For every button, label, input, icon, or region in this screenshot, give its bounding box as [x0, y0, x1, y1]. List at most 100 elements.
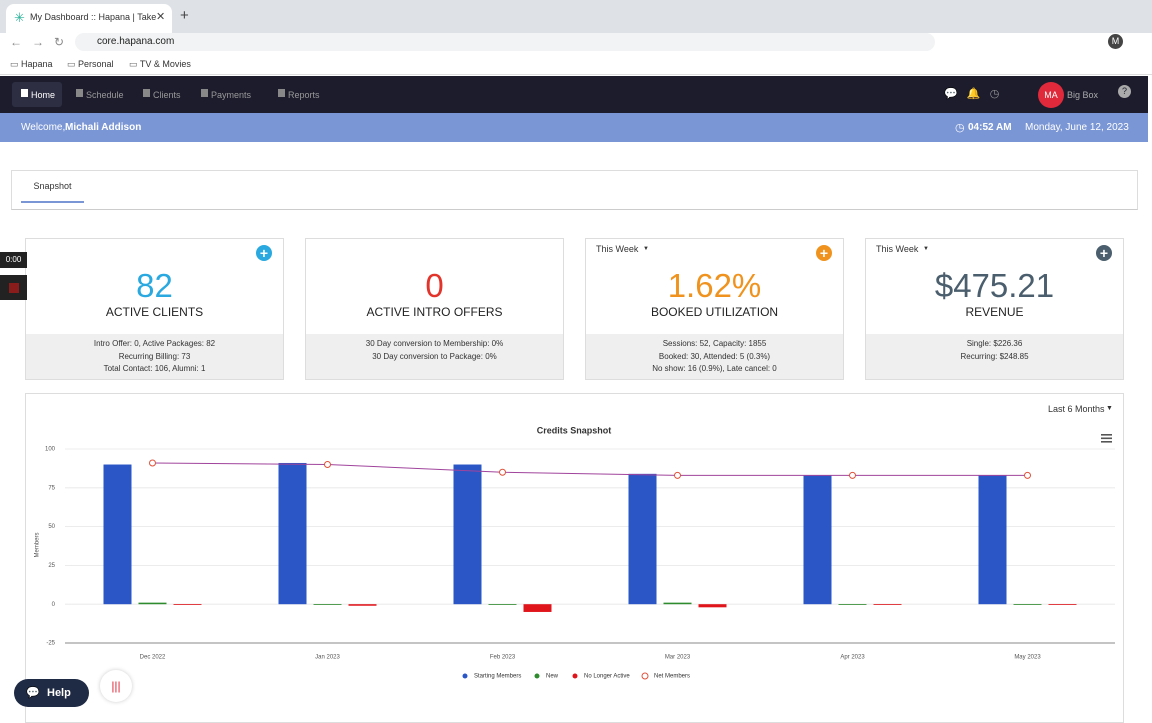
legend-label: No Longer Active	[584, 674, 630, 680]
bookmark[interactable]: ▭ Personal	[67, 59, 114, 69]
bar	[663, 602, 692, 605]
snapshot-tab[interactable]: Snapshot	[21, 171, 84, 203]
bar	[313, 604, 342, 605]
account[interactable]: Big Box	[1067, 90, 1099, 100]
nav-bar: MA Big Box 💬 🔔 ◷ ? Home Schedule Clients Pa…	[0, 76, 1148, 113]
nav-icon	[76, 89, 83, 97]
x-tick-label: Jan 2023	[315, 655, 340, 661]
nav-item[interactable]: Clients	[153, 90, 181, 100]
greeting: Welcome,	[21, 122, 66, 133]
card-label: ACTIVE CLIENTS	[105, 305, 204, 319]
chart: Credits Snapshot Members -25 0 25 50 75 100 De…	[35, 425, 1115, 680]
line-marker	[324, 461, 331, 469]
bar	[453, 464, 482, 605]
legend-label: Net Members	[654, 674, 690, 680]
bar	[523, 604, 552, 612]
card-footer	[866, 334, 1123, 379]
bar	[838, 604, 867, 605]
y-axis-label: Members	[35, 532, 41, 557]
nav-icon	[278, 89, 285, 97]
line-marker	[149, 459, 156, 467]
bar	[488, 604, 517, 605]
bookmark[interactable]: ▭ TV & Movies	[129, 59, 191, 69]
card-value: 82	[136, 267, 173, 304]
y-tick-label: -25	[46, 641, 55, 647]
card-detail: Recurring Billing: 73	[118, 351, 191, 361]
stat-card: This Week ▼ + $475.21 REVENUE Single: $226.36…	[865, 238, 1124, 380]
barcode-button[interactable]: |||	[100, 670, 132, 702]
address-row: ← → ↻ core.hapana.com M	[0, 33, 1152, 55]
legend-label: Starting Members	[474, 674, 521, 680]
x-tick-label: May 2023	[1014, 655, 1041, 661]
y-tick-label: 25	[48, 563, 55, 569]
line-marker	[849, 471, 856, 479]
profile[interactable]: M	[1108, 34, 1123, 49]
card-detail: Sessions: 52, Capacity: 1855	[662, 339, 767, 348]
nav-icon	[21, 89, 28, 97]
bar	[1013, 604, 1042, 605]
add-button[interactable]: +	[816, 245, 832, 261]
add-button[interactable]: +	[256, 245, 272, 261]
x-tick-label: Mar 2023	[665, 655, 691, 661]
bar	[348, 604, 377, 606]
card-label: BOOKED UTILIZATION	[650, 305, 779, 319]
card-detail: Intro Offer: 0, Active Packages: 82	[93, 339, 216, 348]
line-marker	[1024, 471, 1031, 479]
user-name: Michali Addison	[65, 122, 142, 133]
legend-label: New	[546, 674, 559, 680]
card-footer	[586, 334, 843, 379]
period-dropdown[interactable]: This Week	[876, 244, 919, 254]
card-detail: Recurring: $248.85	[960, 351, 1029, 361]
bar	[628, 473, 657, 605]
chart-menu[interactable]	[1101, 434, 1112, 443]
x-tick-label: Dec 2022	[140, 655, 166, 661]
url: core.hapana.com	[97, 36, 175, 47]
tab-title: My Dashboard :: Hapana | Take	[30, 12, 157, 22]
card-detail: 30 Day conversion to Membership: 0%	[365, 339, 504, 348]
card-detail: Single: $226.36	[966, 339, 1023, 348]
bookmark[interactable]: ▭ Hapana	[10, 59, 53, 69]
bar	[803, 475, 832, 605]
nav-item[interactable]: Home	[31, 90, 56, 100]
stat-card: 0 ACTIVE INTRO OFFERS 30 Day conversion to…	[305, 238, 564, 380]
period-dropdown[interactable]: This Week	[596, 244, 639, 254]
tab-strip: ✳ My Dashboard :: Hapana | Take ✕ +	[0, 0, 1152, 33]
nav-item[interactable]: Schedule	[86, 90, 124, 100]
nav-item[interactable]: Payments	[211, 90, 252, 100]
record-button[interactable]	[0, 275, 27, 300]
x-tick-label: Apr 2023	[840, 655, 865, 661]
y-tick-label: 0	[52, 602, 56, 608]
nav-item[interactable]: Reports	[288, 90, 320, 100]
address-bar[interactable]: core.hapana.com	[75, 33, 935, 51]
bar	[278, 462, 307, 605]
card-detail: Total Contact: 106, Alumni: 1	[103, 364, 206, 373]
bar	[138, 602, 167, 605]
new-tab[interactable]: +	[180, 7, 189, 24]
line	[152, 462, 1028, 476]
line-marker	[499, 468, 506, 476]
bar	[873, 604, 902, 605]
card-label: ACTIVE INTRO OFFERS	[366, 305, 503, 319]
nav-icon	[201, 89, 208, 97]
period-dropdown[interactable]: Last 6 Months	[1048, 404, 1105, 414]
card-detail: No show: 16 (0.9%), Late cancel: 0	[652, 364, 777, 373]
welcome-bar: Welcome, Michali Addison ◷ 04:52 AM Mond…	[0, 113, 1148, 142]
avatar[interactable]: MA	[1038, 82, 1064, 108]
legend-marker	[534, 673, 540, 679]
bar	[173, 604, 202, 605]
nav-active	[12, 82, 62, 107]
legend-marker	[572, 673, 578, 679]
legend-marker	[641, 672, 649, 680]
y-tick-label: 100	[45, 447, 56, 453]
card-label: REVENUE	[965, 305, 1024, 319]
help-button[interactable]: Help	[14, 679, 89, 707]
bar	[103, 464, 132, 605]
chart-title: Credits Snapshot	[537, 425, 612, 435]
card-footer	[306, 334, 563, 379]
add-button[interactable]: +	[1096, 245, 1112, 261]
bar	[698, 604, 727, 608]
stat-card: This Week ▼ +1.62% BOOKED UTILIZATION Sessio…	[585, 238, 844, 380]
tab-panel: Snapshot	[11, 170, 1138, 210]
browser-tab[interactable]: ✳ My Dashboard :: Hapana | Take ✕	[6, 4, 172, 33]
